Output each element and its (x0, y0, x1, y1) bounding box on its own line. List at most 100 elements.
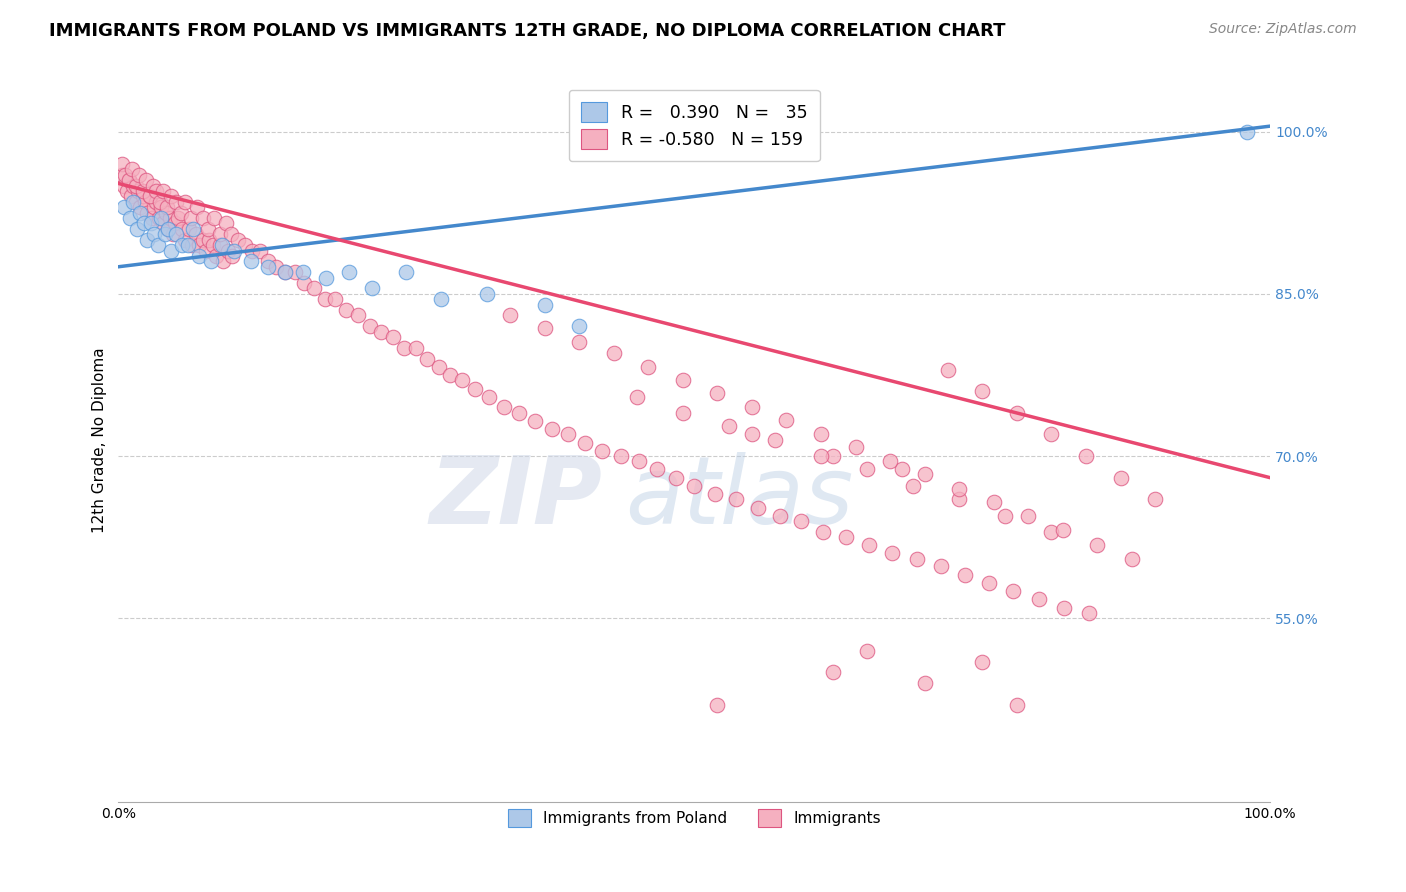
Point (112, 178, 135, 193)
Point (315, 270, 337, 285)
Point (146, 238, 169, 252)
Point (222, 244, 245, 258)
Point (464, 382, 486, 396)
Point (813, 524, 835, 539)
Point (180, 211, 202, 225)
Point (184, 227, 207, 242)
Point (665, 471, 688, 485)
Point (626, 390, 648, 404)
Point (704, 487, 727, 501)
Point (125, 222, 148, 236)
Point (914, 467, 936, 482)
Point (129, 205, 152, 219)
Point (683, 479, 706, 493)
Point (416, 351, 439, 366)
Point (381, 330, 404, 344)
Point (936, 362, 959, 376)
Point (202, 211, 225, 225)
Point (1236, 124, 1258, 138)
Point (439, 368, 461, 382)
Point (132, 217, 155, 231)
Point (882, 546, 904, 560)
Point (118, 211, 141, 225)
Point (233, 238, 256, 252)
Point (176, 238, 198, 252)
Point (121, 162, 143, 177)
Point (1052, 523, 1074, 537)
Point (637, 360, 659, 375)
Point (197, 222, 219, 236)
Y-axis label: 12th Grade, No Diploma: 12th Grade, No Diploma (93, 347, 107, 533)
Point (208, 238, 231, 252)
Point (628, 454, 651, 468)
Point (191, 211, 214, 225)
Point (741, 401, 763, 415)
Point (138, 189, 160, 203)
Point (181, 222, 204, 236)
Point (291, 265, 314, 279)
Point (1028, 591, 1050, 606)
Point (810, 449, 832, 463)
Point (191, 233, 214, 247)
Point (170, 238, 193, 252)
Point (557, 427, 579, 442)
Point (890, 462, 912, 476)
Point (1053, 600, 1076, 615)
Point (1087, 538, 1109, 552)
Point (249, 244, 271, 258)
Point (1121, 552, 1143, 566)
Point (775, 413, 797, 427)
Point (983, 494, 1005, 508)
Point (972, 655, 994, 669)
Point (499, 309, 522, 323)
Point (858, 538, 880, 552)
Point (141, 211, 163, 225)
Point (1078, 606, 1101, 620)
Point (905, 552, 928, 566)
Point (821, 449, 844, 463)
Point (159, 211, 181, 225)
Point (181, 238, 204, 252)
Point (1005, 406, 1028, 420)
Point (156, 222, 179, 236)
Point (508, 406, 530, 420)
Point (156, 200, 179, 214)
Point (170, 222, 193, 236)
Point (568, 319, 591, 334)
Point (1074, 449, 1097, 463)
Point (337, 265, 360, 279)
Point (125, 194, 148, 209)
Point (478, 390, 501, 404)
Point (347, 309, 370, 323)
Point (672, 406, 695, 420)
Point (591, 443, 613, 458)
Point (724, 492, 747, 507)
Point (790, 514, 813, 528)
Text: IMMIGRANTS FROM POLAND VS IMMIGRANTS 12TH GRADE, NO DIPLOMA CORRELATION CHART: IMMIGRANTS FROM POLAND VS IMMIGRANTS 12T… (49, 22, 1005, 40)
Point (200, 254, 222, 268)
Point (153, 227, 176, 242)
Point (221, 227, 243, 242)
Point (741, 427, 763, 442)
Point (314, 292, 336, 306)
Point (131, 184, 153, 198)
Point (131, 189, 153, 203)
Point (169, 205, 191, 219)
Point (533, 298, 555, 312)
Point (212, 254, 235, 268)
Point (1144, 492, 1167, 507)
Point (111, 157, 134, 171)
Point (845, 441, 868, 455)
Point (118, 173, 141, 187)
Point (672, 373, 695, 387)
Point (821, 665, 844, 680)
Point (405, 341, 427, 355)
Point (174, 233, 197, 247)
Point (647, 462, 669, 476)
Point (188, 249, 211, 263)
Point (115, 184, 138, 198)
Point (706, 386, 728, 401)
Point (127, 184, 149, 198)
Point (948, 492, 970, 507)
Point (257, 254, 280, 268)
